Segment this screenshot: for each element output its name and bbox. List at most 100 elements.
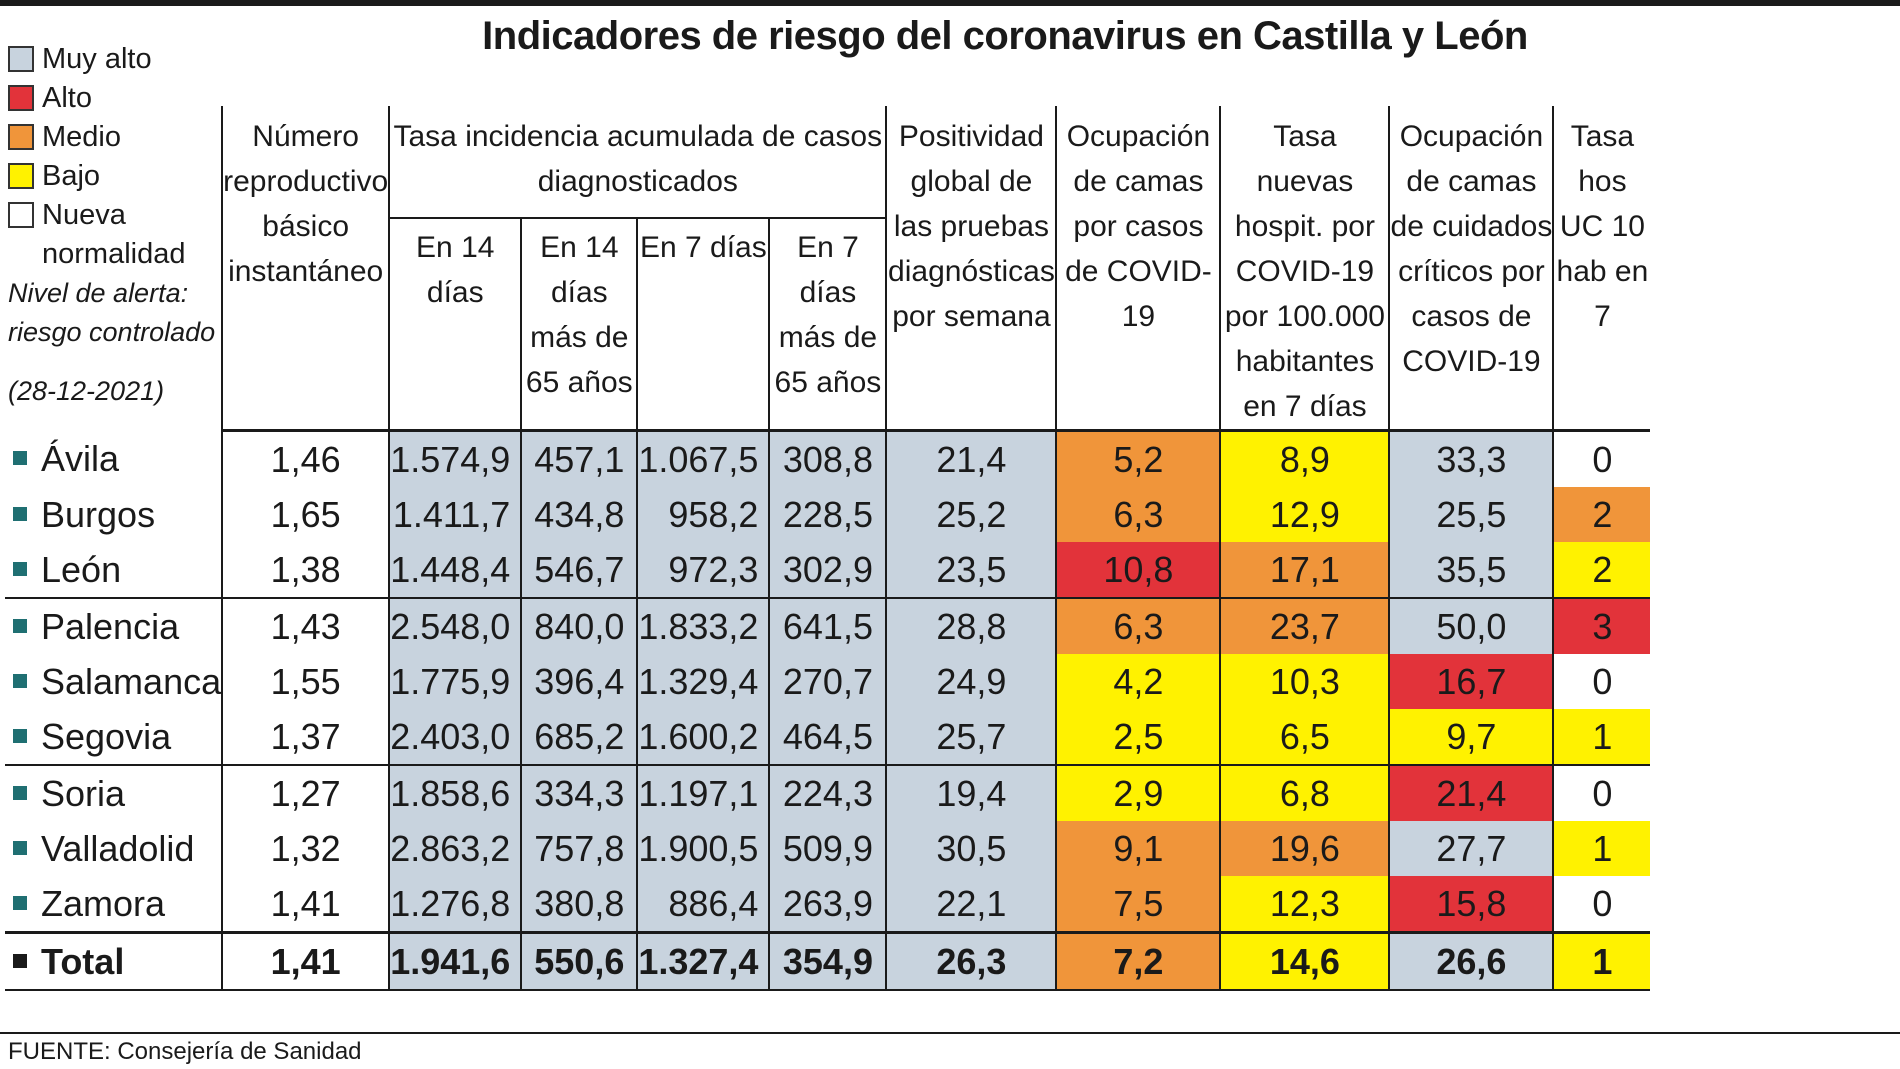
cell-positividad: 21,4 xyxy=(885,430,1057,487)
province-name: Zamora xyxy=(41,882,166,924)
cell-incidencia-7: 1.067,5 xyxy=(636,430,770,487)
swatch-alto xyxy=(8,85,34,111)
cell-incidencia-7-65: 228,5 xyxy=(768,487,887,542)
cell-tasa-uci: 2 xyxy=(1552,487,1651,542)
cell-tasa-uci: 2 xyxy=(1552,542,1651,598)
table-body: Ávila 1,46 1.574,9 457,1 1.067,5 308,8 21,4 5,2… xyxy=(5,430,1651,991)
cell-incidencia-14-65: 550,6 xyxy=(520,931,638,991)
source-note: FUENTE: Consejería de Sanidad xyxy=(8,1038,362,1065)
cell-ocupacion-criticos: 16,7 xyxy=(1388,654,1554,709)
header-positividad: Positividad global de las pruebas diagnó… xyxy=(885,106,1057,432)
cell-positividad: 19,4 xyxy=(885,764,1057,821)
header-incidencia-group: Tasa incidencia acumulada de casos diagn… xyxy=(388,106,887,218)
province-cell: Burgos xyxy=(5,487,222,542)
cell-tasa-uci: 1 xyxy=(1552,931,1651,991)
bullet-icon xyxy=(13,840,27,855)
bullet-icon xyxy=(13,561,27,576)
cell-incidencia-7: 1.833,2 xyxy=(636,597,770,654)
cell-tasa-hospit: 12,3 xyxy=(1219,876,1390,933)
cell-incidencia-14-65: 546,7 xyxy=(520,542,638,598)
legend: Muy alto Alto Medio Bajo Nueva normalida… xyxy=(8,40,238,411)
swatch-nueva-normalidad xyxy=(8,202,34,228)
cell-ocupacion-camas: 10,8 xyxy=(1055,542,1221,598)
header-reproductivo: Número reproductivo básico instantáneo xyxy=(221,106,390,432)
cell-tasa-uci: 3 xyxy=(1552,597,1651,654)
cell-incidencia-14-65: 380,8 xyxy=(520,876,638,933)
cell-tasa-uci: 0 xyxy=(1552,764,1651,821)
cell-incidencia-7-65: 354,9 xyxy=(768,931,887,991)
cell-ocupacion-camas: 6,3 xyxy=(1055,487,1221,542)
bullet-icon xyxy=(13,785,27,800)
cell-reproductivo: 1,32 xyxy=(221,821,390,876)
cell-incidencia-7: 886,4 xyxy=(636,876,770,933)
bullet-icon xyxy=(13,673,27,688)
cell-incidencia-7-65: 263,9 xyxy=(768,876,887,933)
cell-tasa-hospit: 14,6 xyxy=(1219,931,1390,991)
swatch-muy-alto xyxy=(8,46,34,72)
legend-item-bajo: Bajo xyxy=(8,157,238,196)
total-row: Total 1,41 1.941,6 550,6 1.327,4 354,9 26,3 7,2… xyxy=(5,931,1651,991)
cell-incidencia-14: 1.276,8 xyxy=(388,876,522,933)
legend-item-muy-alto: Muy alto xyxy=(8,40,238,79)
cell-tasa-uci: 1 xyxy=(1552,709,1651,765)
cell-tasa-hospit: 6,8 xyxy=(1219,764,1390,821)
province-cell: Segovia xyxy=(5,709,222,765)
header-en-7-dias: En 7 días xyxy=(636,216,770,432)
province-name: Salamanca xyxy=(41,660,222,702)
alert-date: (28-12-2021) xyxy=(8,376,165,406)
province-cell: Total xyxy=(5,931,223,991)
bullet-icon xyxy=(13,506,27,521)
cell-tasa-uci: 0 xyxy=(1552,430,1651,487)
province-cell: Palencia xyxy=(5,597,223,654)
cell-ocupacion-camas: 7,2 xyxy=(1055,931,1221,991)
header-en-7-dias-65: En 7 días más de 65 años xyxy=(768,216,887,432)
cell-positividad: 28,8 xyxy=(885,597,1057,654)
province-name: León xyxy=(41,548,122,590)
bullet-icon xyxy=(13,618,27,633)
legend-item-alto: Alto xyxy=(8,79,238,118)
bullet-icon xyxy=(13,728,27,743)
table-row: Valladolid 1,32 2.863,2 757,8 1.900,5 509,9 30… xyxy=(5,821,1651,876)
swatch-bajo xyxy=(8,163,34,189)
cell-incidencia-14-65: 457,1 xyxy=(520,430,638,487)
bullet-icon xyxy=(13,451,27,466)
table-row: Palencia 1,43 2.548,0 840,0 1.833,2 641,5 28,8… xyxy=(5,597,1651,654)
header-tasa-hospit: Tasa nuevas hospit. por COVID-19 por 100… xyxy=(1219,106,1390,432)
cell-ocupacion-criticos: 26,6 xyxy=(1388,931,1554,991)
province-name: Burgos xyxy=(41,493,156,535)
bullet-icon xyxy=(13,953,27,968)
province-cell: Ávila xyxy=(5,431,222,488)
header-en-14-dias-65: En 14 días más de 65 años xyxy=(520,216,638,432)
cell-ocupacion-criticos: 27,7 xyxy=(1388,821,1554,876)
cell-incidencia-14: 1.775,9 xyxy=(388,654,522,709)
cell-incidencia-7: 1.900,5 xyxy=(636,821,770,876)
cell-ocupacion-criticos: 9,7 xyxy=(1388,709,1554,765)
cell-incidencia-7: 1.197,1 xyxy=(636,764,770,821)
province-cell: Salamanca xyxy=(5,654,222,709)
cell-tasa-hospit: 12,9 xyxy=(1219,487,1390,542)
cell-ocupacion-criticos: 50,0 xyxy=(1388,597,1554,654)
province-name: Ávila xyxy=(41,437,120,479)
swatch-medio xyxy=(8,124,34,150)
cell-incidencia-14: 1.574,9 xyxy=(388,430,522,487)
header-tasa-uci: Tasa hos UC 10 hab en 7 xyxy=(1552,106,1651,432)
table-row: Burgos 1,65 1.411,7 434,8 958,2 228,5 25,2 6,3 1… xyxy=(5,487,1651,542)
cell-ocupacion-camas: 5,2 xyxy=(1055,430,1221,487)
legend-spacer xyxy=(5,106,222,431)
cell-positividad: 30,5 xyxy=(885,821,1057,876)
cell-incidencia-7-65: 464,5 xyxy=(768,709,887,765)
cell-incidencia-14-65: 840,0 xyxy=(520,597,638,654)
cell-ocupacion-camas: 7,5 xyxy=(1055,876,1221,933)
cell-reproductivo: 1,27 xyxy=(221,764,390,821)
cell-reproductivo: 1,37 xyxy=(221,709,390,765)
cell-tasa-hospit: 6,5 xyxy=(1219,709,1390,765)
cell-incidencia-7-65: 270,7 xyxy=(768,654,887,709)
top-rule xyxy=(0,0,1900,6)
cell-incidencia-7-65: 509,9 xyxy=(768,821,887,876)
table-row: Zamora 1,41 1.276,8 380,8 886,4 263,9 22,1 7,5 1… xyxy=(5,876,1651,933)
header-ocupacion-criticos: Ocupación de camas de cuidados críticos … xyxy=(1388,106,1554,432)
cell-incidencia-7-65: 641,5 xyxy=(768,597,887,654)
header-ocupacion-camas: Ocupación de camas por casos de COVID-19 xyxy=(1055,106,1221,432)
cell-ocupacion-camas: 6,3 xyxy=(1055,597,1221,654)
page-title: Indicadores de riesgo del coronavirus en… xyxy=(482,14,1528,58)
